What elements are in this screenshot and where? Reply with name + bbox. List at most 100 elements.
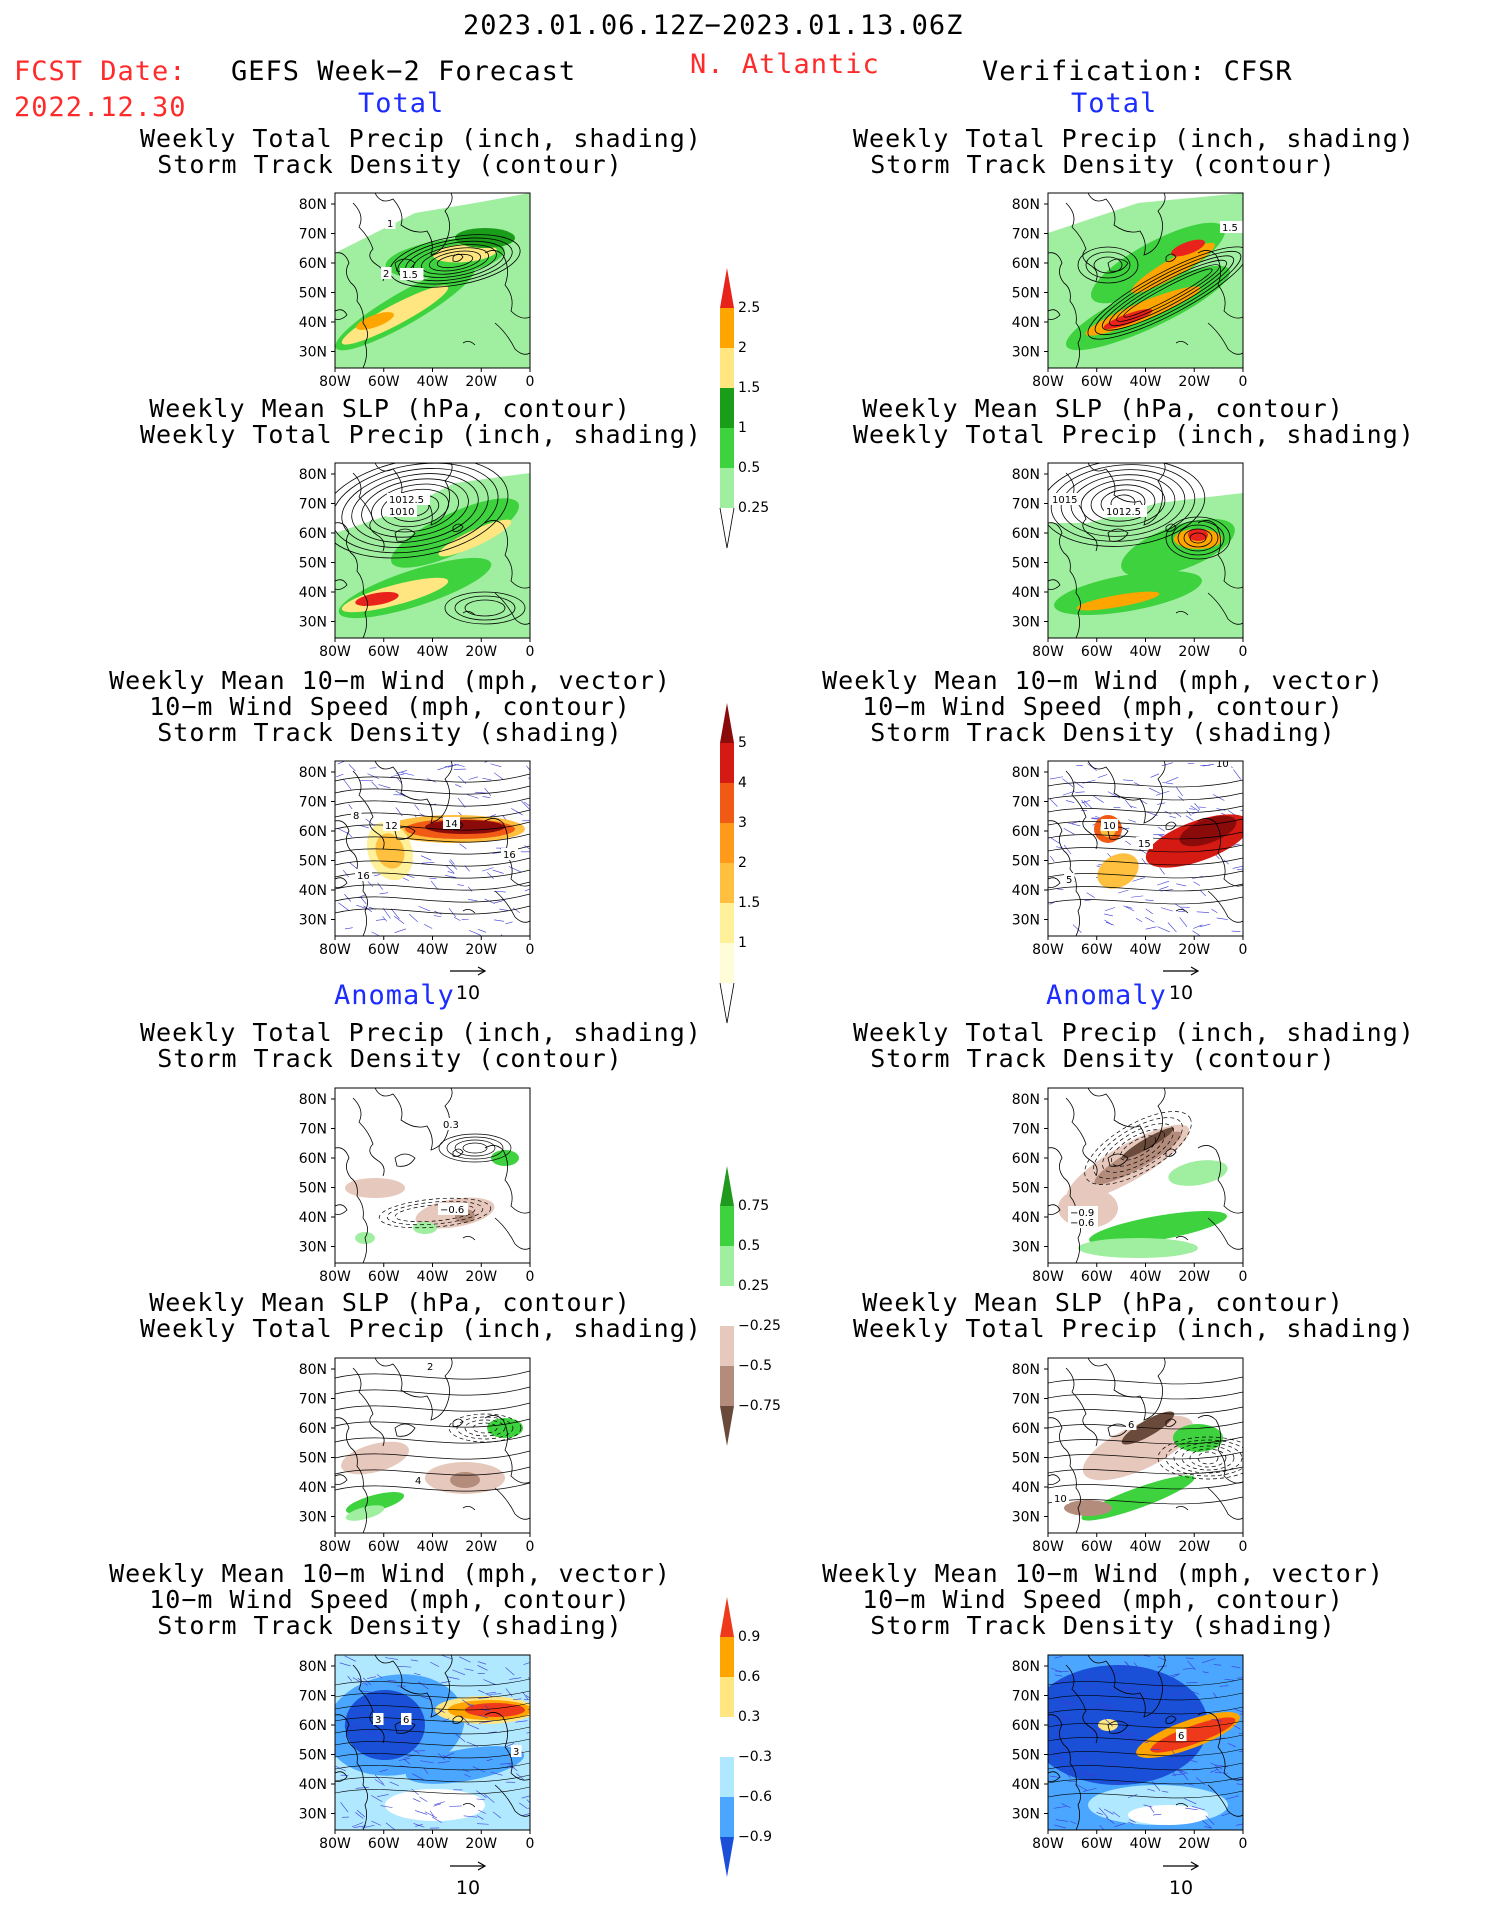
coastline bbox=[1175, 1236, 1189, 1241]
wind-vector bbox=[339, 1662, 351, 1667]
wind-vector bbox=[524, 845, 530, 850]
shading-region bbox=[1094, 1131, 1182, 1185]
wind-vector bbox=[356, 904, 368, 910]
wind-vector bbox=[1104, 907, 1116, 912]
wind-vector bbox=[1143, 1655, 1151, 1657]
coastline bbox=[335, 761, 368, 936]
wind-vector bbox=[1211, 908, 1218, 913]
wind-vector bbox=[1144, 916, 1155, 923]
map-slp-precip-total-fcst: 1012.5 1010 80N 70N 60N 50N 40N 30N 80W 60W 40W 20W… bbox=[293, 458, 540, 662]
shading-region bbox=[340, 1441, 410, 1475]
map-field: −0.9−0.6 bbox=[1048, 1088, 1243, 1263]
wind-vector bbox=[444, 874, 457, 878]
wind-vector bbox=[1194, 803, 1201, 810]
wind-vector bbox=[512, 907, 521, 914]
shading-region bbox=[1168, 1160, 1228, 1186]
contour-label: 1012.5 bbox=[389, 495, 424, 506]
wind-vector bbox=[1170, 1673, 1180, 1677]
contour-label-bg bbox=[1052, 1492, 1069, 1504]
colorbar-segment bbox=[720, 308, 734, 348]
coastline bbox=[452, 1418, 464, 1427]
contour-line bbox=[1048, 883, 1243, 892]
contour-label: 15 bbox=[1138, 839, 1151, 850]
colorbar-cap bbox=[720, 1597, 734, 1637]
shading-region bbox=[1121, 1127, 1175, 1159]
lon-tick-label: 80W bbox=[319, 1836, 351, 1852]
wind-vector bbox=[482, 796, 491, 799]
wind-vector bbox=[1104, 913, 1113, 917]
contour-line bbox=[1048, 1466, 1243, 1475]
contour-label: 10 bbox=[1054, 1494, 1067, 1505]
colorbar-svg: 0.9 0.6 0.3 −0.3 −0.6 −0.9 bbox=[720, 1597, 772, 1877]
wind-vector bbox=[1082, 1697, 1089, 1703]
contour-label-bg bbox=[1068, 1216, 1098, 1228]
coastline bbox=[1207, 592, 1243, 625]
wind-vector bbox=[1210, 1762, 1223, 1770]
contour-line bbox=[454, 1139, 496, 1157]
map-wind-track-total-verif: 10 10 15 5 80N 70N 60N 50N 40N 30N 80W 60W 40W 20W 0 bbox=[1006, 756, 1253, 960]
lon-tick-label: 0 bbox=[1239, 942, 1248, 958]
contour-label-bg bbox=[1126, 1418, 1137, 1430]
lat-tick-label: 70N bbox=[299, 1689, 327, 1705]
contour-line bbox=[1048, 896, 1243, 905]
wind-vector bbox=[1152, 1724, 1165, 1729]
wind-vector bbox=[1135, 917, 1143, 922]
wind-vector bbox=[1202, 1820, 1212, 1829]
wind-vector bbox=[1132, 1698, 1143, 1701]
wind-vector bbox=[1145, 908, 1153, 915]
wind-vector bbox=[1141, 858, 1147, 865]
colorbar-precip-anomaly: 0.75 0.5 0.25 −0.25 −0.5 −0.75 bbox=[718, 1166, 788, 1486]
wind-vector bbox=[523, 1662, 530, 1665]
coastline bbox=[335, 463, 368, 638]
contour-label-bg bbox=[1064, 873, 1075, 885]
colorbar-label: 4 bbox=[738, 775, 747, 791]
wind-vector bbox=[421, 862, 435, 864]
coastline bbox=[1087, 1358, 1166, 1421]
wind-vector bbox=[423, 923, 433, 929]
lat-tick-label: 40N bbox=[1012, 1777, 1040, 1793]
wind-vector bbox=[1210, 1768, 1219, 1773]
wind-vector bbox=[484, 761, 489, 763]
vector-ref-label: 10 bbox=[1168, 1877, 1194, 1899]
wind-vector bbox=[513, 1698, 522, 1700]
lon-tick-label: 60W bbox=[1081, 374, 1113, 390]
wind-vector bbox=[1154, 1715, 1161, 1721]
wind-vector bbox=[1223, 859, 1229, 865]
wind-vector bbox=[1186, 1758, 1194, 1761]
wind-vector bbox=[1116, 1665, 1126, 1668]
colorbar-segment bbox=[720, 1677, 734, 1717]
wind-vector bbox=[1179, 1769, 1189, 1781]
lon-tick-label: 20W bbox=[465, 374, 497, 390]
coastline bbox=[374, 1655, 453, 1718]
colorbar-label: 0.25 bbox=[738, 500, 769, 516]
shading-region bbox=[413, 1222, 437, 1234]
wind-vector bbox=[371, 931, 380, 936]
lat-tick-label: 50N bbox=[299, 286, 327, 302]
lat-tick-label: 70N bbox=[299, 497, 327, 513]
contour-label: 10 bbox=[1103, 821, 1116, 832]
lon-tick-label: 80W bbox=[319, 1539, 351, 1555]
lat-tick-label: 30N bbox=[299, 615, 327, 631]
coastline bbox=[1165, 821, 1177, 830]
lat-tick-label: 40N bbox=[1012, 1210, 1040, 1226]
coastline bbox=[352, 472, 385, 552]
wind-vector bbox=[492, 1811, 502, 1819]
coastline bbox=[1197, 1712, 1243, 1781]
wind-vector bbox=[1193, 881, 1200, 886]
wind-vector bbox=[1096, 1812, 1103, 1815]
wind-vector bbox=[1185, 1657, 1194, 1659]
wind-vector bbox=[1119, 1685, 1130, 1693]
colorbar-precip-total: 2.5 2 1.5 1 0.5 0.25 bbox=[718, 268, 788, 549]
map-field: 12 1.5 bbox=[335, 193, 530, 368]
coastline bbox=[374, 1358, 453, 1421]
lon-tick-label: 80W bbox=[1032, 942, 1064, 958]
wind-vector bbox=[344, 894, 352, 902]
contour-line bbox=[1048, 1406, 1243, 1415]
contour-label: 6 bbox=[1128, 1420, 1134, 1431]
vector-ref-label: 10 bbox=[1168, 982, 1194, 1004]
contour-line bbox=[1048, 1720, 1243, 1729]
contour-line bbox=[1116, 264, 1220, 322]
wind-vector bbox=[379, 1769, 388, 1772]
lon-tick-label: 60W bbox=[1081, 1836, 1113, 1852]
